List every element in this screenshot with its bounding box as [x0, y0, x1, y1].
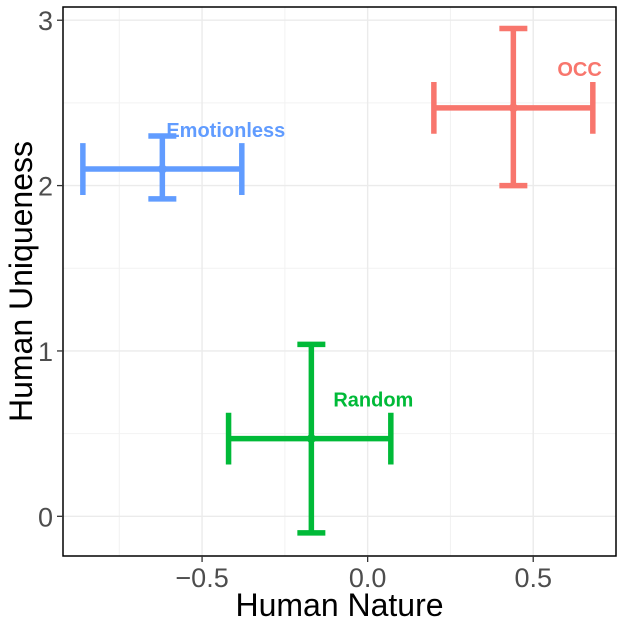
plot-panel-border — [62, 6, 617, 557]
grid — [63, 7, 616, 556]
series-occ — [431, 25, 596, 189]
series-layer — [80, 25, 596, 536]
random-label: Random — [333, 390, 413, 412]
occ-label: OCC — [557, 59, 601, 81]
series-emotionless — [80, 133, 245, 202]
y-axis-title: Human Uniqueness — [3, 141, 39, 422]
x-tick-label: −0.5 — [175, 563, 228, 593]
x-tick-label: 0.5 — [514, 563, 552, 593]
axis-ticks: −0.5 0.0 0.5 0 1 2 3 — [38, 6, 552, 593]
x-tick-label: 0.0 — [349, 563, 387, 593]
series-labels: OCC Emotionless Random — [166, 59, 601, 412]
random-point — [306, 434, 316, 444]
series-random — [225, 341, 394, 536]
y-tick-label: 1 — [38, 337, 53, 367]
occ-point — [508, 103, 518, 113]
y-tick-label: 3 — [38, 6, 53, 36]
emotionless-point — [157, 164, 167, 174]
y-tick-label: 0 — [38, 502, 53, 532]
y-tick-label: 2 — [38, 172, 53, 202]
x-axis-title: Human Nature — [235, 587, 443, 623]
emotionless-label: Emotionless — [166, 120, 285, 142]
